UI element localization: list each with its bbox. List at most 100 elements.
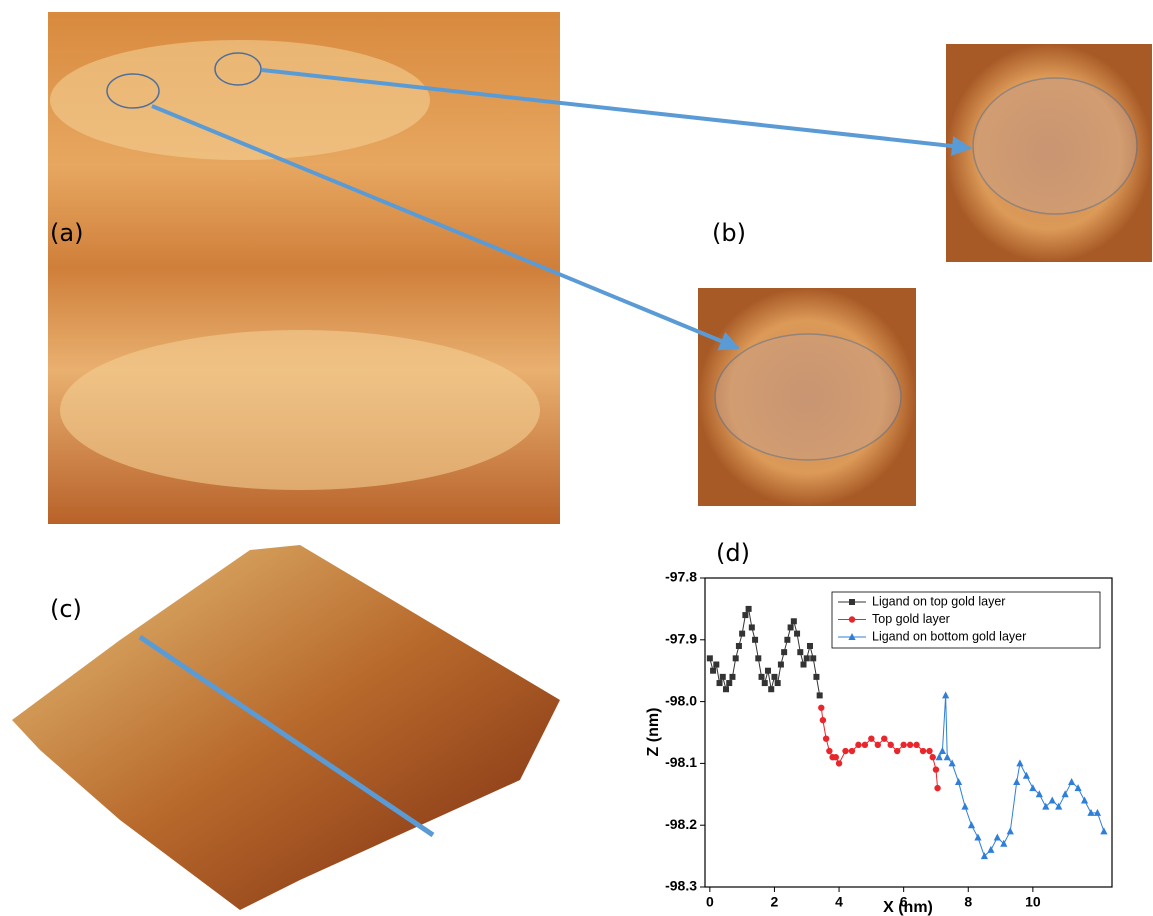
marker [759,674,765,680]
marker [818,705,824,711]
panel-label: (d) [716,539,750,567]
y-axis-title: Z (nm) [645,708,662,757]
y-tick-label: -98.1 [665,754,697,770]
marker [913,742,919,748]
marker [771,674,777,680]
legend-label: Ligand on top gold layer [872,594,1005,608]
marker [820,717,826,723]
marker [1007,827,1014,834]
marker [968,821,975,828]
marker [1100,827,1107,834]
series-line [821,708,937,788]
marker [933,766,939,772]
marker [797,649,803,655]
marker [862,742,868,748]
marker [810,655,816,661]
marker [907,742,913,748]
x-tick-label: 4 [835,894,843,910]
marker [888,742,894,748]
marker [788,624,794,630]
cluster-region [60,330,540,490]
panel-label: (c) [50,595,82,623]
marker [736,643,742,649]
marker [1023,772,1030,779]
marker [1062,790,1069,797]
y-tick-label: -97.8 [665,569,697,585]
series-line [939,695,1104,856]
legend-label: Top gold layer [872,612,950,626]
marker [849,748,855,754]
marker [813,674,819,680]
marker [807,643,813,649]
marker [920,748,926,754]
marker [900,742,906,748]
x-axis-title: X (nm) [883,899,933,916]
marker [739,631,745,637]
marker [781,649,787,655]
marker [729,674,735,680]
marker [836,760,842,766]
marker [961,803,968,810]
marker [944,753,951,760]
marker [823,735,829,741]
marker [794,631,800,637]
marker [707,655,713,661]
marker [926,748,932,754]
zoom-ellipse [715,334,901,460]
x-tick-label: 0 [706,894,714,910]
marker [733,655,739,661]
marker [894,748,900,754]
marker [713,662,719,668]
marker [955,778,962,785]
marker [1013,778,1020,785]
marker [1081,796,1088,803]
y-tick-label: -97.9 [665,631,697,647]
marker [752,637,758,643]
marker [720,674,726,680]
y-tick-label: -98.0 [665,692,697,708]
marker [994,834,1001,841]
marker [939,747,946,754]
marker [723,686,729,692]
x-tick-label: 2 [771,894,779,910]
figure: (a) (b) (c) (d) X (nm) Z (nm) -97.8-97.9… [0,0,1153,916]
marker [842,748,848,754]
marker [1068,778,1075,785]
x-tick-label: 8 [964,894,972,910]
marker [755,655,761,661]
x-tick-label: 10 [1025,894,1041,910]
marker [804,655,810,661]
marker [765,668,771,674]
marker [855,742,861,748]
marker [849,599,855,605]
panel-label: (b) [712,219,746,247]
marker [833,754,839,760]
marker [1049,796,1056,803]
marker [778,662,784,668]
marker [775,680,781,686]
marker [934,785,940,791]
marker [717,680,723,686]
marker [826,748,832,754]
zoom-ellipse [973,78,1137,214]
marker [875,742,881,748]
marker [791,618,797,624]
marker [726,680,732,686]
marker [936,753,943,760]
marker [881,735,887,741]
marker [710,668,716,674]
marker [749,624,755,630]
legend-label: Ligand on bottom gold layer [872,629,1026,643]
marker [849,616,855,622]
marker [762,680,768,686]
marker [1016,759,1023,766]
marker [942,691,949,698]
marker [742,612,748,618]
marker [784,637,790,643]
x-tick-label: 6 [900,894,908,910]
marker [1029,784,1036,791]
marker [746,606,752,612]
marker [768,686,774,692]
marker [987,846,994,853]
marker [974,834,981,841]
